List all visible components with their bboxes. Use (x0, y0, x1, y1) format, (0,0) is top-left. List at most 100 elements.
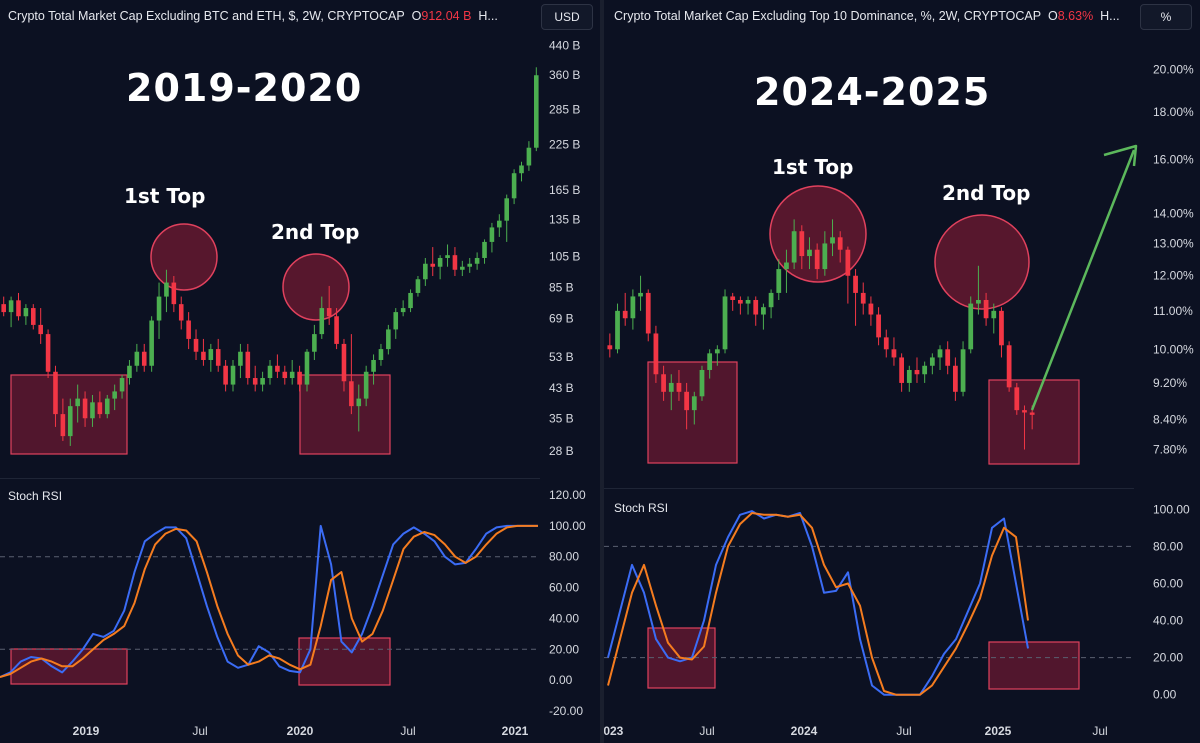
stoch-d-line (607, 512, 1029, 696)
candle-body (245, 351, 251, 379)
candle-body (730, 296, 736, 300)
ohlc-value: 912.04 B (421, 9, 472, 23)
candle-body (341, 343, 347, 382)
candle-body (1029, 412, 1035, 415)
chart-title: Crypto Total Market Cap Excluding BTC an… (8, 9, 498, 23)
price-tick-label: 8.40% (1153, 413, 1187, 427)
candle-body (714, 349, 720, 354)
candle-body (745, 299, 751, 304)
candle-body (899, 357, 905, 383)
candle-body (363, 371, 369, 399)
candle-body (952, 365, 958, 392)
candle-body (275, 365, 280, 372)
stoch-k-line (0, 524, 538, 679)
candle-body (97, 402, 103, 415)
candle-body (8, 300, 14, 313)
rsi-tick-label: 60.00 (549, 581, 579, 595)
candle-body (519, 165, 524, 174)
time-tick-label: Jul (699, 724, 714, 738)
candle-body (437, 257, 443, 267)
candle-body (891, 349, 897, 358)
price-tick-label: 9.20% (1153, 376, 1187, 390)
rsi-tick-label: 0.00 (1153, 688, 1177, 702)
candle-body (983, 299, 989, 319)
top-circle (150, 223, 218, 291)
rsi-tick-label: 80.00 (549, 550, 579, 564)
candle-body (489, 227, 495, 242)
candle-body (230, 365, 236, 385)
trend-arrow (1030, 149, 1136, 411)
candle-body (193, 338, 199, 352)
candle-body (684, 391, 690, 411)
rsi-tick-label: 120.00 (549, 488, 586, 502)
chart-canvas-left: 440 B 360 B 285 B 225 B 165 B 135 B 105 B 85 B 6… (0, 39, 586, 738)
period-label: 2024-2025 (754, 70, 991, 114)
candle-body (474, 257, 480, 264)
candle-body (691, 396, 697, 411)
chart-title: Crypto Total Market Cap Excluding Top 10… (614, 9, 1120, 23)
candle-body (830, 237, 835, 244)
candle-body (164, 282, 169, 297)
price-tick-label: 85 B (549, 281, 574, 295)
stoch-k-line (607, 510, 1029, 696)
candle-body (630, 296, 636, 319)
candle-body (53, 371, 58, 415)
candle-body (853, 275, 858, 293)
rsi-tick-label: 40.00 (549, 611, 579, 625)
chart-canvas-right: 20.00% 18.00% 16.00% 14.00% 13.00% 12.00% 11.0… (604, 63, 1194, 738)
price-tick-label: 7.80% (1153, 443, 1187, 457)
candle-body (289, 371, 295, 379)
candle-body (822, 243, 828, 270)
candle-body (645, 292, 651, 334)
candle-body (400, 308, 406, 313)
candle-body (356, 398, 362, 407)
candle-body (75, 398, 80, 407)
candle-body (67, 406, 73, 437)
candle-body (753, 299, 759, 315)
candle-body (371, 359, 376, 372)
candle-body (445, 255, 450, 258)
rsi-tick-label: 0.00 (549, 673, 573, 687)
candle-body (223, 365, 228, 385)
candle-body (312, 334, 317, 352)
price-tick-label: 225 B (549, 137, 580, 151)
candle-body (707, 353, 713, 370)
indicator-label: Stoch RSI (8, 489, 63, 503)
candle-body (334, 316, 339, 344)
candle-body (297, 371, 302, 385)
price-tick-label: 12.00% (1153, 269, 1194, 283)
percent-unit-button[interactable]: % (1140, 4, 1192, 30)
price-tick-label: 135 B (549, 213, 580, 227)
time-tick-label: 2019 (73, 724, 100, 738)
indicator-label: Stoch RSI (614, 501, 669, 515)
candle-body (349, 381, 354, 407)
candle-body (922, 365, 928, 375)
top-circle (934, 214, 1030, 310)
candle-body (906, 369, 912, 383)
panel-divider[interactable] (600, 0, 604, 743)
rsi-tick-label: 40.00 (1153, 614, 1183, 628)
candle-body (460, 266, 465, 270)
candle-body (661, 374, 666, 392)
rsi-tick-label: 100.00 (1153, 502, 1190, 516)
chart-panel-left[interactable]: Crypto Total Market Cap Excluding BTC an… (0, 0, 600, 743)
candle-body (326, 308, 332, 317)
candle-body (945, 349, 951, 366)
candle-body (171, 282, 177, 305)
candle-body (1006, 345, 1012, 388)
time-tick-label: Jul (400, 724, 415, 738)
candle-body (90, 402, 95, 419)
chart-panel-right[interactable]: Crypto Total Market Cap Excluding Top 10… (604, 0, 1200, 743)
candle-body (112, 391, 117, 399)
price-tick-label: 14.00% (1153, 207, 1194, 221)
price-tick-label: 20.00% (1153, 63, 1194, 77)
rsi-tick-label: 20.00 (549, 642, 579, 656)
candle-body (45, 334, 51, 372)
candle-body (615, 310, 620, 350)
candle-body (1014, 387, 1020, 411)
candle-body (761, 307, 766, 315)
candle-body (104, 398, 110, 415)
currency-unit-button[interactable]: USD (541, 4, 593, 30)
candle-body (1022, 410, 1027, 413)
candle-body (238, 351, 243, 366)
